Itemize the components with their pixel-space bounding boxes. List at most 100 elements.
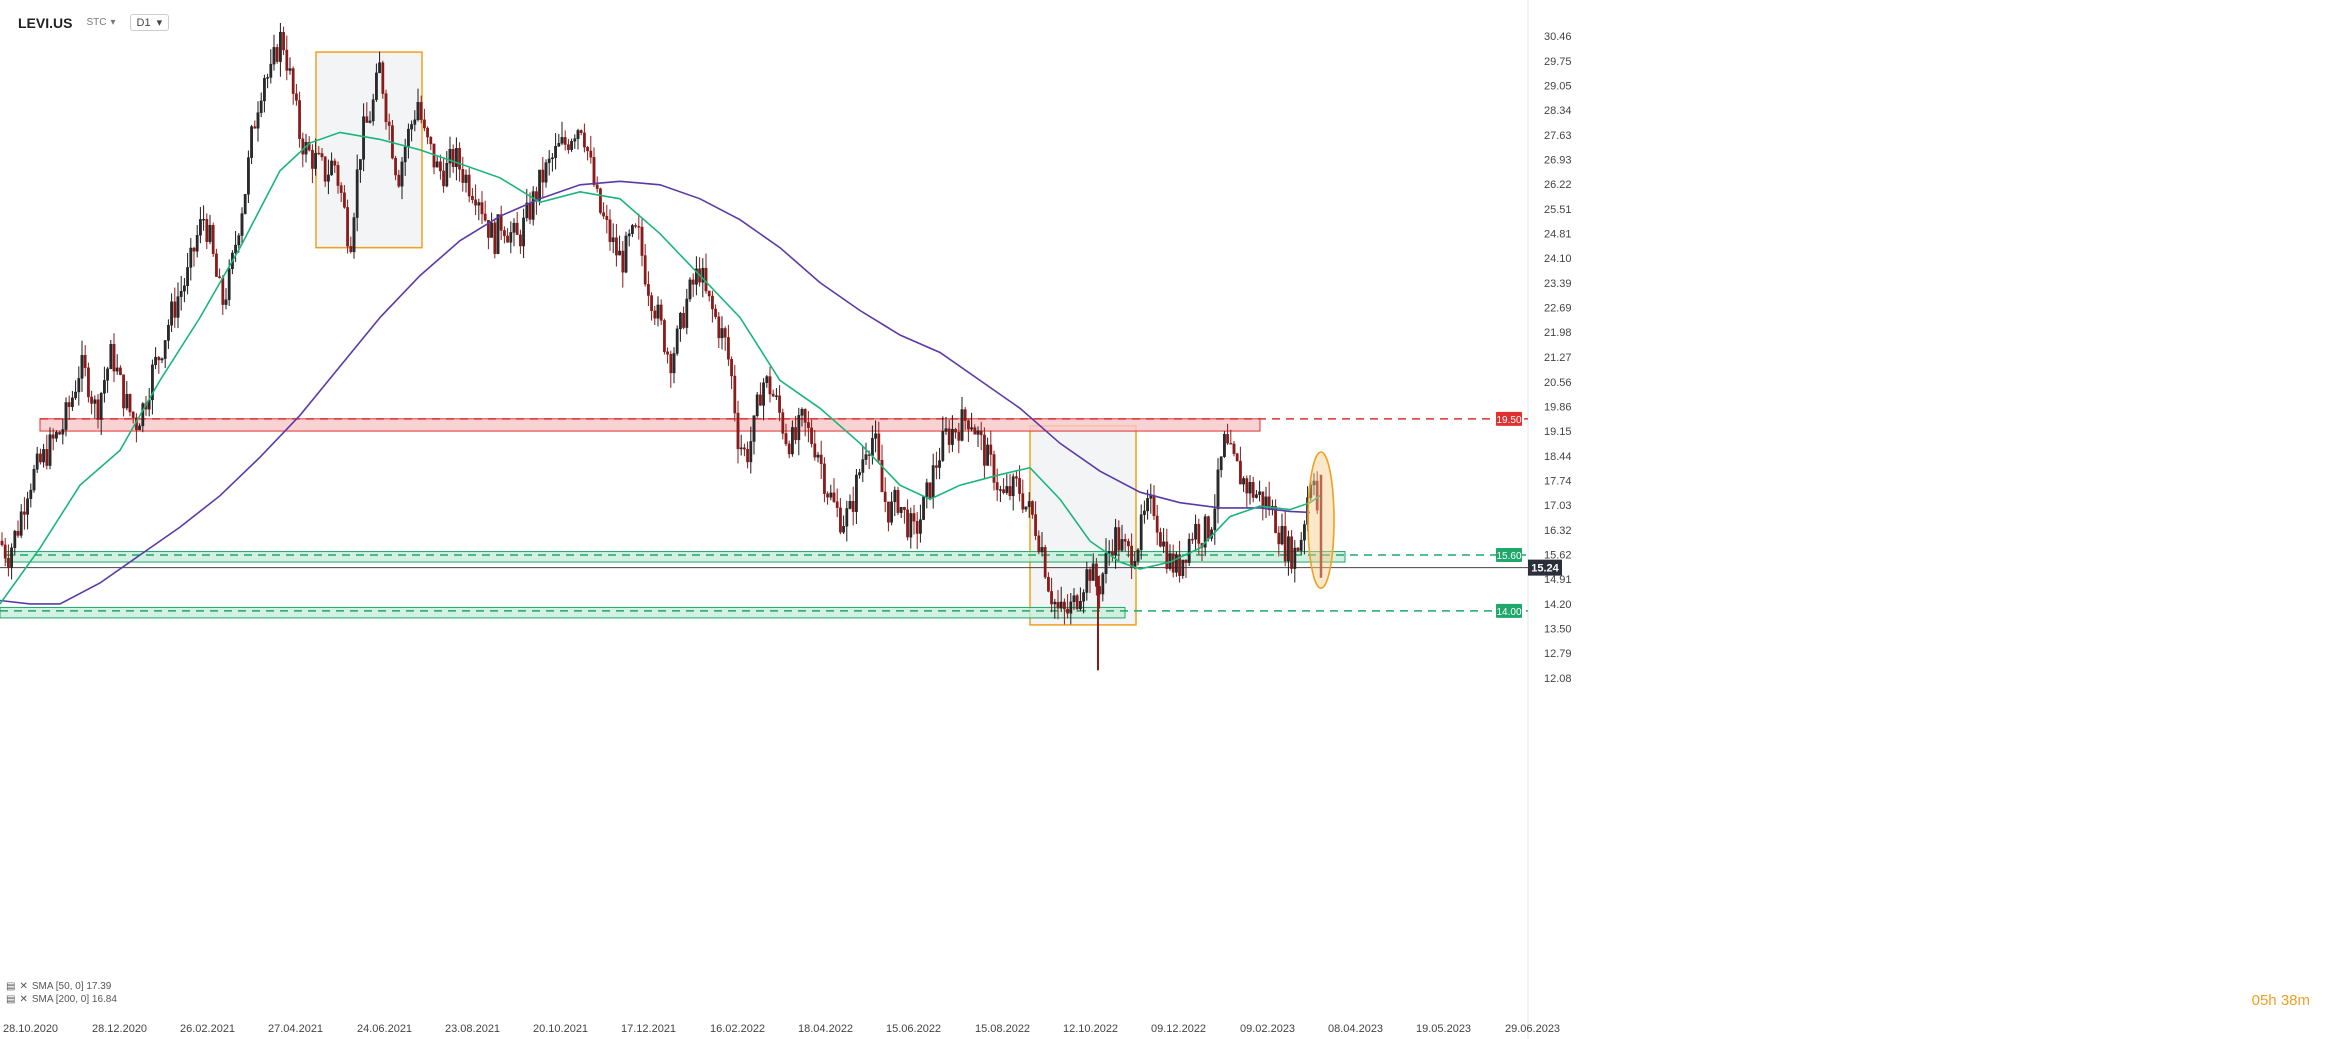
close-icon[interactable]: ✕ xyxy=(19,994,28,1005)
support1-price-label-bg xyxy=(1496,548,1522,563)
candle-body xyxy=(35,453,39,470)
candle-body xyxy=(896,489,900,513)
candle-body xyxy=(919,519,922,534)
candle-body xyxy=(941,431,945,461)
y-tick-label: 24.10 xyxy=(1544,253,1572,265)
candle-body xyxy=(986,444,990,466)
candle-body xyxy=(522,217,526,247)
candle-body xyxy=(279,32,282,62)
candle-body xyxy=(407,128,410,148)
candle-body xyxy=(125,394,129,409)
candle-body xyxy=(51,434,55,439)
candle-body xyxy=(282,32,285,51)
candle-body xyxy=(691,279,695,285)
candle-body xyxy=(426,127,429,138)
settings-icon[interactable]: ▤ xyxy=(6,981,16,992)
candle-body xyxy=(198,219,202,236)
y-tick-label: 29.05 xyxy=(1544,80,1572,92)
x-tick-label: 18.04.2022 xyxy=(798,1023,853,1035)
candle-body xyxy=(1126,541,1130,547)
candle-body xyxy=(285,49,289,71)
candle-body xyxy=(1072,595,1076,603)
settings-icon[interactable]: ▤ xyxy=(6,994,16,1005)
candle-body xyxy=(935,465,938,468)
chart-type-selector[interactable]: STC ▾ xyxy=(86,17,115,28)
candle-body xyxy=(1085,569,1089,593)
candle-body xyxy=(1222,434,1226,457)
candle-body xyxy=(874,433,878,439)
candle-body xyxy=(150,364,154,401)
candle-body xyxy=(960,409,964,441)
candle-body xyxy=(634,225,638,227)
candle-body xyxy=(1021,493,1025,510)
candle-body xyxy=(170,301,173,326)
candle-body xyxy=(999,489,1002,491)
candle-body xyxy=(442,170,445,187)
candle-body xyxy=(992,454,996,483)
candle-body xyxy=(173,301,177,318)
candle-body xyxy=(666,351,670,355)
candle-body xyxy=(877,433,881,461)
x-tick-label: 15.08.2022 xyxy=(975,1023,1030,1035)
candle-body xyxy=(1056,601,1060,609)
y-tick-label: 21.98 xyxy=(1544,327,1572,339)
x-tick-label: 24.06.2021 xyxy=(357,1023,412,1035)
candle-body xyxy=(141,403,145,427)
candle-body xyxy=(474,199,477,206)
candle-body xyxy=(448,148,452,164)
candle-body xyxy=(640,226,644,256)
candle-body xyxy=(563,137,567,145)
candle-body xyxy=(602,212,606,217)
candle-body xyxy=(256,112,260,129)
candle-body xyxy=(83,355,87,368)
candle-body xyxy=(1261,491,1265,508)
candle-body xyxy=(1018,478,1022,494)
candle-body xyxy=(211,225,215,254)
candle-body xyxy=(944,428,948,432)
candle-body xyxy=(128,394,132,413)
x-tick-label: 09.02.2023 xyxy=(1240,1023,1295,1035)
y-tick-label: 16.32 xyxy=(1544,525,1572,537)
candle-body xyxy=(871,438,874,456)
candle-body xyxy=(384,93,388,123)
candle-body xyxy=(707,290,711,297)
x-tick-label: 29.06.2023 xyxy=(1505,1023,1560,1035)
close-icon[interactable]: ✕ xyxy=(19,981,28,992)
candle-body xyxy=(746,449,750,463)
candle-body xyxy=(963,409,967,421)
candle-body xyxy=(243,194,247,214)
chart-header: LEVI.US STC ▾ D1 ▾ xyxy=(18,14,170,31)
green-band-2 xyxy=(5,551,1346,563)
candle-body xyxy=(912,513,916,522)
candle-body xyxy=(506,235,509,243)
candle-body xyxy=(218,276,221,279)
candle-body xyxy=(659,304,663,321)
candle-body xyxy=(1248,482,1252,494)
candle-body xyxy=(477,202,481,206)
candle-body xyxy=(925,482,929,497)
symbol-label[interactable]: LEVI.US xyxy=(18,14,73,31)
candle-body xyxy=(1005,486,1009,493)
candle-body xyxy=(1069,601,1073,614)
candle-body xyxy=(1078,601,1082,610)
candle-body xyxy=(455,148,458,167)
candle-body xyxy=(826,493,830,498)
y-tick-label: 13.50 xyxy=(1544,623,1572,635)
timeframe-selector[interactable]: D1 ▾ xyxy=(129,14,170,31)
candle-body xyxy=(246,157,250,195)
candle-body xyxy=(1139,514,1143,551)
candle-body xyxy=(714,308,718,317)
candle-body xyxy=(739,447,743,450)
y-tick-label: 23.39 xyxy=(1544,278,1572,290)
candle-body xyxy=(496,214,500,254)
candle-body xyxy=(1251,482,1255,498)
candle-body xyxy=(29,489,33,499)
legend-sma50[interactable]: ▤ ✕ SMA [50, 0] 17.39 xyxy=(6,981,111,992)
candle-body xyxy=(771,393,775,397)
candle-timer: 05h 38m xyxy=(2252,992,2310,1009)
candle-body xyxy=(643,255,647,285)
candle-body xyxy=(595,184,599,189)
legend-sma200[interactable]: ▤ ✕ SMA [200, 0] 16.84 xyxy=(6,994,117,1005)
